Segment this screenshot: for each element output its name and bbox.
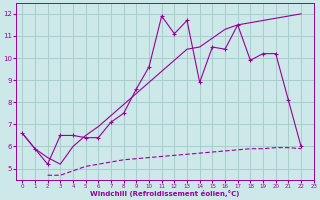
X-axis label: Windchill (Refroidissement éolien,°C): Windchill (Refroidissement éolien,°C)	[90, 190, 240, 197]
